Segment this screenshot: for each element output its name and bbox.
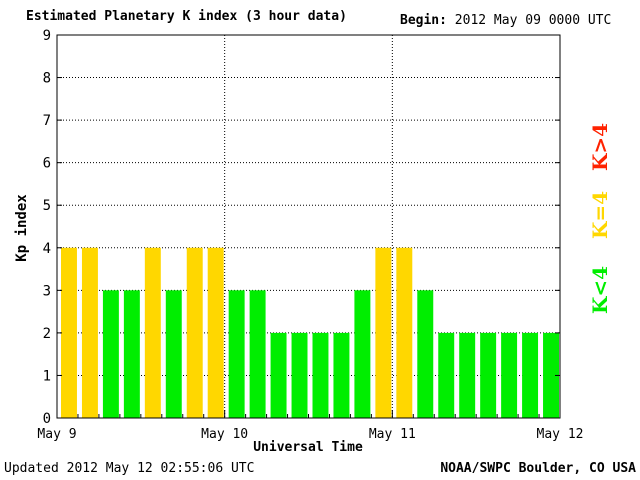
y-tick-label: 7 bbox=[43, 113, 51, 129]
kp-bar bbox=[102, 290, 119, 418]
kp-bar bbox=[333, 332, 350, 418]
legend-equal-4: K=4 bbox=[588, 190, 612, 240]
kp-bar bbox=[228, 290, 245, 418]
y-tick-label: 6 bbox=[43, 156, 51, 172]
kp-bar bbox=[81, 247, 98, 418]
begin-value: 2012 May 09 0000 UTC bbox=[454, 13, 612, 28]
kp-bar bbox=[207, 247, 224, 418]
updated-value: 2012 May 12 02:55:06 UTC bbox=[66, 461, 255, 476]
kp-bar bbox=[186, 247, 203, 418]
y-tick-label: 3 bbox=[43, 283, 51, 299]
kp-bar bbox=[249, 290, 266, 418]
updated-label: Updated bbox=[4, 461, 59, 476]
kp-bar bbox=[312, 332, 329, 418]
begin-time: Begin: 2012 May 09 0000 UTC bbox=[400, 13, 611, 28]
kp-bar bbox=[543, 332, 559, 418]
kp-bar bbox=[522, 332, 539, 418]
x-tick-label: May 10 bbox=[201, 427, 248, 442]
kp-bar bbox=[61, 247, 77, 418]
y-tick-label: 4 bbox=[43, 241, 51, 257]
y-tick-label: 1 bbox=[43, 368, 51, 384]
y-tick-label: 9 bbox=[43, 28, 51, 44]
kp-bar bbox=[396, 247, 413, 418]
kp-bar bbox=[354, 290, 371, 418]
kp-bar bbox=[270, 332, 287, 418]
updated-timestamp: Updated 2012 May 12 02:55:06 UTC bbox=[4, 461, 254, 476]
kp-bar bbox=[375, 247, 392, 418]
kp-bar bbox=[144, 247, 161, 418]
chart-title: Estimated Planetary K index (3 hour data… bbox=[26, 9, 347, 24]
source-credit: NOAA/SWPC Boulder, CO USA bbox=[440, 461, 636, 476]
kp-bar bbox=[438, 332, 455, 418]
y-tick-label: 8 bbox=[43, 71, 51, 87]
legend-below-4: K<4 bbox=[588, 265, 612, 315]
begin-label: Begin: bbox=[400, 13, 447, 28]
x-axis-label: Universal Time bbox=[253, 440, 363, 455]
x-tick-label: May 11 bbox=[369, 427, 416, 442]
y-tick-label: 0 bbox=[43, 411, 51, 427]
kp-bar bbox=[417, 290, 434, 418]
y-axis-label: Kp index bbox=[14, 194, 30, 262]
y-tick-label: 5 bbox=[43, 198, 51, 214]
kp-bar bbox=[123, 290, 140, 418]
y-tick-label: 2 bbox=[43, 326, 51, 342]
kp-bar bbox=[291, 332, 308, 418]
x-tick-label: May 12 bbox=[537, 427, 584, 442]
kp-bar bbox=[459, 332, 476, 418]
legend-above-4: K>4 bbox=[588, 122, 612, 172]
kp-bar bbox=[165, 290, 182, 418]
x-tick-label: May 9 bbox=[37, 427, 76, 442]
kp-bar bbox=[501, 332, 518, 418]
kp-bar bbox=[480, 332, 497, 418]
